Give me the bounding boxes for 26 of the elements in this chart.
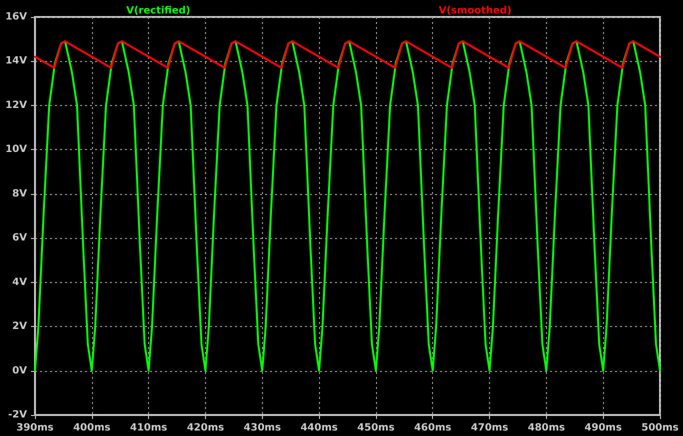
text: V(smoothed) <box>438 6 512 16</box>
y-tick-label: 8V <box>12 188 28 200</box>
y-tick-label: 4V <box>12 276 28 288</box>
y-tick-label: 14V <box>5 56 28 67</box>
x-tick-label: 500ms <box>641 422 679 434</box>
x-tick-label: 440ms <box>300 422 338 434</box>
y-tick-label: 2V <box>12 321 28 332</box>
x-tick-label: 490ms <box>584 422 622 434</box>
y-tick-label: 16V <box>5 12 28 22</box>
x-tick-label: 480ms <box>528 422 566 434</box>
x-tick-label: 430ms <box>244 422 281 434</box>
x-tick-label: 400ms <box>73 422 110 434</box>
x-tick-label: 470ms <box>470 422 508 434</box>
y-tick-label: -2V <box>8 410 28 420</box>
x-tick-label: 460ms <box>414 422 452 434</box>
y-tick-label: 10V <box>5 144 28 156</box>
x-tick-label: 390ms <box>16 422 54 434</box>
y-tick-label: 0V <box>12 365 28 376</box>
text: V(rectified) <box>126 6 190 16</box>
x-tick-label: 410ms <box>130 422 168 434</box>
y-tick-label: 12V <box>5 100 28 111</box>
line-series <box>34 40 661 69</box>
line-series <box>34 40 661 372</box>
x-tick-label: 450ms <box>357 422 395 434</box>
x-tick-label: 420ms <box>186 422 224 434</box>
y-tick-label: 6V <box>12 232 28 244</box>
